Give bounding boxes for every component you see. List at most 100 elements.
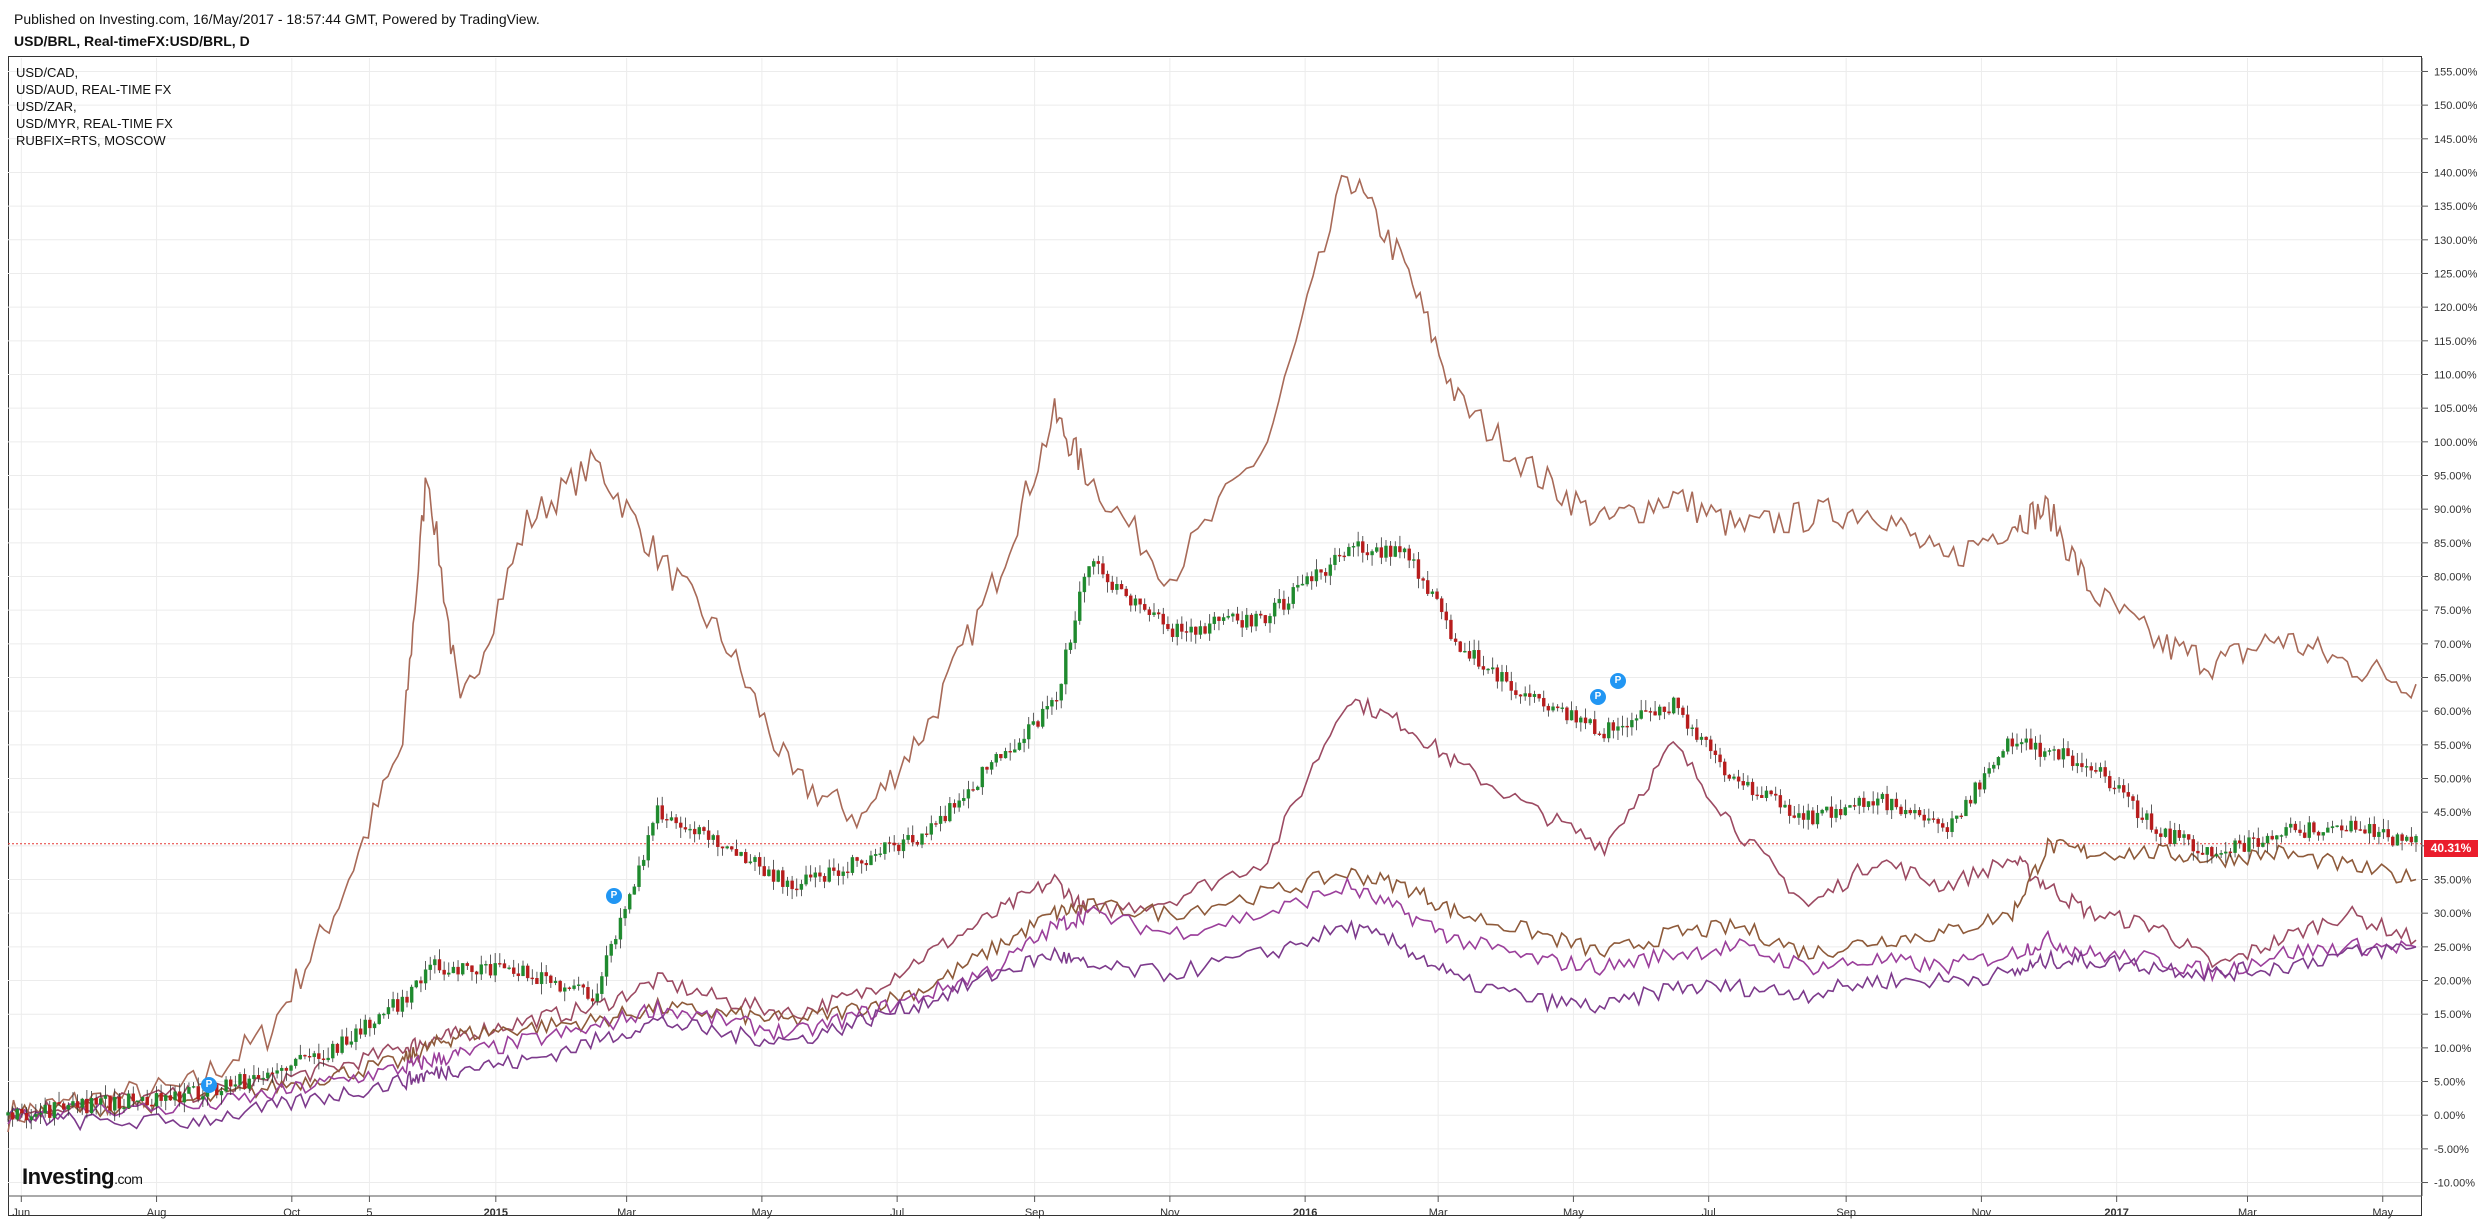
candle <box>182 1093 187 1103</box>
candle <box>2052 749 2056 751</box>
candle <box>108 1095 112 1111</box>
candle <box>878 853 882 855</box>
legend-item[interactable]: USD/ZAR, <box>16 99 77 114</box>
candle <box>1560 707 1564 709</box>
candle <box>80 1098 84 1108</box>
candle <box>1769 790 1773 795</box>
candle <box>1138 598 1142 605</box>
candle <box>451 966 456 974</box>
x-tick-label: Sep <box>1836 1207 1856 1219</box>
candle <box>1310 576 1314 582</box>
candle <box>2414 836 2418 843</box>
candle <box>832 867 836 871</box>
candle <box>1040 708 1045 727</box>
candle <box>29 1116 33 1121</box>
candle <box>1231 613 1235 617</box>
candle <box>317 1053 321 1059</box>
candle <box>1268 616 1272 624</box>
candle <box>1184 631 1189 633</box>
candle <box>136 1100 140 1102</box>
y-tick-label: 50.00% <box>2434 774 2472 786</box>
candle <box>1667 711 1671 714</box>
candle <box>326 1057 330 1061</box>
candle <box>233 1084 238 1087</box>
candle <box>1259 613 1263 616</box>
candle <box>2242 842 2247 852</box>
event-pin-icon[interactable]: P <box>1590 689 1606 705</box>
candle <box>1402 548 1407 553</box>
candle <box>2256 838 2260 847</box>
candle <box>2154 829 2158 834</box>
candle <box>465 963 470 966</box>
candle <box>1736 776 1741 782</box>
candle <box>321 1058 326 1061</box>
candle <box>586 987 590 999</box>
candle <box>1593 719 1597 734</box>
legend-item[interactable]: RUBFIX=RTS, MOSCOW <box>16 133 166 148</box>
candle <box>1277 598 1281 604</box>
candle <box>2084 766 2089 768</box>
candle <box>1871 801 1875 806</box>
candle <box>1690 727 1694 729</box>
candle <box>2344 829 2349 832</box>
event-pin-icon[interactable]: P <box>201 1077 217 1093</box>
legend-item[interactable]: USD/AUD, REAL-TIME FX <box>16 82 172 97</box>
candle <box>711 835 715 840</box>
candle <box>1514 690 1518 695</box>
candle <box>739 851 743 856</box>
candle <box>767 869 771 877</box>
candle <box>1481 666 1486 670</box>
candle <box>1416 559 1421 579</box>
legend-item[interactable]: USD/CAD, <box>16 65 79 80</box>
candle <box>2168 828 2172 845</box>
candle <box>2270 835 2274 840</box>
candle <box>1653 711 1657 716</box>
candle <box>1143 604 1147 610</box>
candle <box>2038 742 2042 757</box>
candle <box>776 870 780 882</box>
candle <box>822 876 827 882</box>
candle <box>1565 707 1569 721</box>
y-tick-label: 90.00% <box>2434 504 2472 516</box>
candle <box>1852 805 1857 807</box>
candle <box>2112 787 2117 790</box>
candle <box>386 1007 391 1015</box>
candle <box>850 857 855 873</box>
candle <box>1992 764 1996 769</box>
candle <box>126 1093 131 1109</box>
candle <box>957 800 961 808</box>
investing-logo[interactable]: Investing.com <box>22 1164 143 1190</box>
candle <box>1634 718 1639 721</box>
candle <box>989 762 994 770</box>
candle <box>1973 782 1977 804</box>
candle <box>1820 809 1824 814</box>
candle <box>382 1013 386 1016</box>
candle <box>1198 626 1203 635</box>
candle <box>1323 572 1328 576</box>
candle <box>2316 831 2321 836</box>
candle <box>1792 815 1796 818</box>
candle <box>1337 554 1342 557</box>
candle <box>2363 829 2367 834</box>
legend-item[interactable]: USD/MYR, REAL-TIME FX <box>16 116 173 131</box>
candle <box>159 1093 163 1101</box>
candle <box>2279 835 2284 837</box>
event-pin-icon[interactable]: P <box>1610 673 1626 689</box>
candle <box>1388 545 1393 557</box>
candle <box>1398 546 1402 553</box>
candle <box>725 846 729 849</box>
candle <box>2391 836 2395 846</box>
event-pin-icon[interactable]: P <box>606 888 622 904</box>
candle <box>669 817 674 821</box>
x-tick-label: 2015 <box>484 1207 508 1219</box>
candle <box>2219 853 2223 855</box>
candle <box>628 894 632 910</box>
candle <box>1681 707 1685 715</box>
candle <box>980 766 985 788</box>
candle <box>1486 668 1490 671</box>
candle <box>846 871 850 874</box>
candle <box>122 1107 126 1110</box>
candle <box>637 865 641 887</box>
candle <box>2070 755 2075 767</box>
